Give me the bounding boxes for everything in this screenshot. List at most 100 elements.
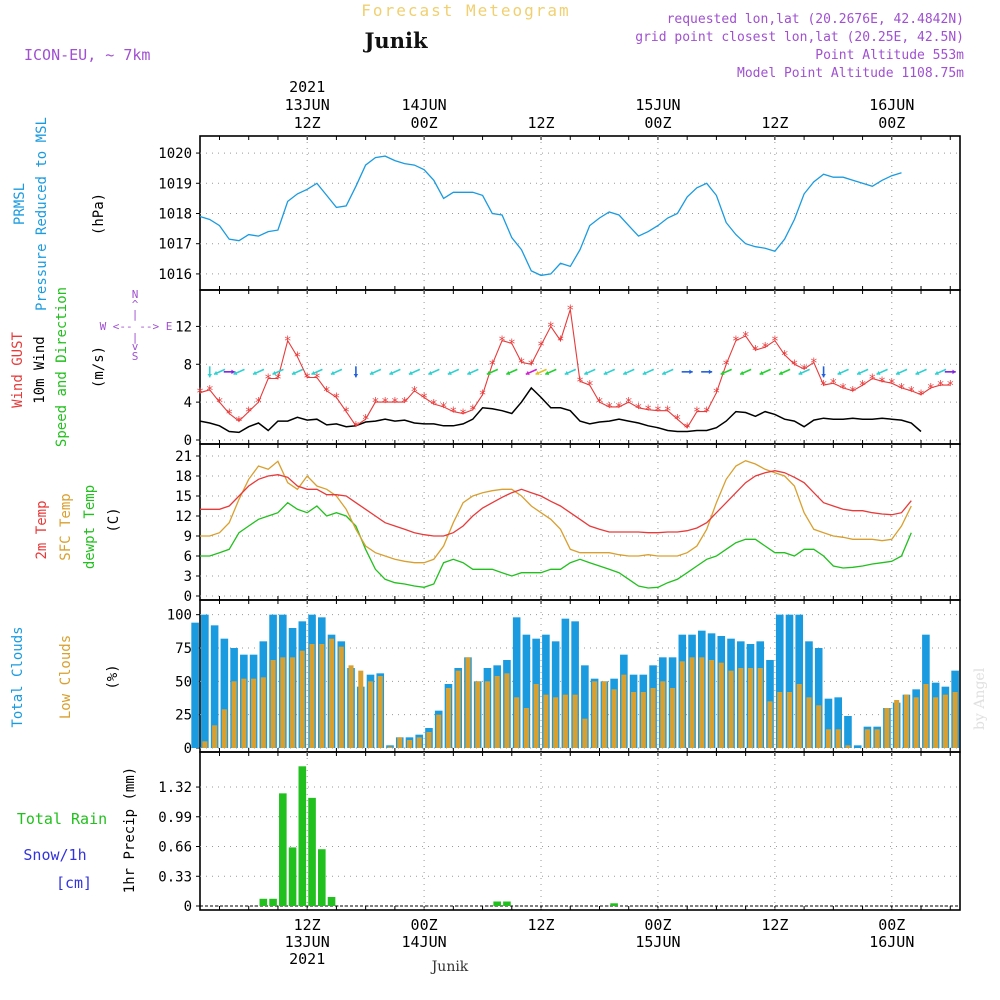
gust-marker: * [401,396,409,411]
gust-marker: * [898,382,906,397]
top-time-label: 13JUN [285,96,330,114]
total-cloud-bar [581,665,589,748]
gust-marker: * [781,349,789,364]
bottom-time-label: 14JUN [402,933,447,951]
bottom-time-label: 15JUN [635,933,680,951]
gust-marker: * [829,377,837,392]
wind10m-line [199,386,922,434]
gust-marker: * [790,358,798,373]
gust-marker: * [683,422,691,437]
wind-arrow-head [821,374,826,378]
wind-arrow-head [467,370,472,376]
wind-arrow [720,368,732,376]
clouds-ytick-label: 75 [175,641,192,657]
gust-marker: * [937,379,945,394]
wind-arrow-head [233,370,238,376]
low-cloud-bar [913,697,919,748]
wind-arrow [291,368,304,376]
low-cloud-bar [494,676,500,748]
wind-arrow-head [291,370,296,376]
wind-arrow-head [857,370,862,376]
bottom-time-label: 00Z [878,916,905,934]
low-cloud-bar [718,662,724,748]
low-cloud-bar [786,692,792,748]
bottom-time-label: 00Z [644,916,671,934]
wind-arrow-head [935,370,939,376]
model-altitude: Model Point Altitude 1108.75m [737,66,964,81]
gust-marker: * [810,356,818,371]
low-cloud-bar [699,657,705,748]
plot-area: 1016101710181019102004812036912151821025… [158,78,961,968]
low-cloud-bar [874,729,880,748]
low-cloud-bar [397,737,403,748]
pressure-axis-labels: PRMSL Pressure Reduced to MSL (hPa) [12,117,107,311]
gust-marker: * [420,391,428,406]
total-cloud-bar [561,618,570,748]
low-cloud-bar [377,676,383,748]
low-cloud-bar [368,681,374,748]
precip-unit: 1hr Precip (mm) [122,767,138,893]
low-cloud-bar [650,688,656,748]
wind-arrow [207,366,213,378]
wind-arrow-head [231,369,235,375]
wind-arrow-head [740,370,745,376]
compass-up: ^ [132,298,139,311]
gust-marker: * [654,405,662,420]
gust-marker: * [917,389,925,404]
rain-bar [493,901,501,906]
total-cloud-bar [522,634,531,748]
wind-arrow-head [447,370,452,376]
wind-arrow-head [330,370,335,376]
low-cloud-bar [621,674,627,748]
snow-label: Snow/1h [23,846,86,864]
low-cloud-bar [640,692,646,748]
low-cloud-bar [923,684,929,748]
pressure-ytick-label: 1018 [158,206,192,222]
wind-arrow [739,368,752,376]
low-cloud-bar [436,714,442,748]
wind-arrow [389,368,401,376]
top-time-label: 12Z [527,114,554,132]
low-cloud-bar [806,697,812,748]
gust-marker: * [381,396,389,411]
gust-marker: * [664,405,672,420]
top-time-label: 15JUN [635,96,680,114]
wind-arrow [428,368,440,376]
snow-unit: [cm] [56,874,92,892]
temperature-ytick-label: 21 [175,449,192,465]
total-cloud-bar [542,634,550,748]
gust-marker: * [566,303,574,318]
top-time-label: 14JUN [402,96,447,114]
top-time-label: 2021 [289,78,325,96]
temperature-frame [199,443,961,601]
bottom-time-label: 16JUN [869,933,914,951]
temperature-ytick-label: 9 [184,529,192,545]
low-cloud-bar [748,668,754,748]
wind-arrow-head [662,370,667,376]
requested-coords: requested lon,lat (20.2676E, 42.4842N) [667,12,964,27]
bottom-time-label: 12Z [294,916,321,934]
clouds-ytick-label: 0 [184,741,192,757]
low-cloud-bar [572,694,578,748]
wind-arrow-head [708,369,713,375]
low-cloud-bar [445,688,451,748]
total-cloud-bar [210,625,219,748]
low-cloud-bar [465,657,471,748]
low-cloud-bar [338,646,344,748]
gust-marker: * [498,335,506,350]
wind-arrow [821,366,826,378]
temp2m-label: 2m Temp [34,500,50,559]
gust-marker: * [732,335,740,350]
rain-bar [288,847,297,906]
wind-arrow-head [272,370,277,376]
rain-bar [503,901,511,906]
compass-down: v [132,340,139,353]
gust-marker: * [839,382,847,397]
wind-arrow [330,368,343,376]
gust-marker: * [313,372,321,387]
gust-marker: * [225,407,233,422]
compass-n: N [132,288,139,301]
location-title: Junik [363,28,428,53]
clouds-ytick-label: 50 [175,674,192,690]
gust-marker: * [946,379,954,394]
